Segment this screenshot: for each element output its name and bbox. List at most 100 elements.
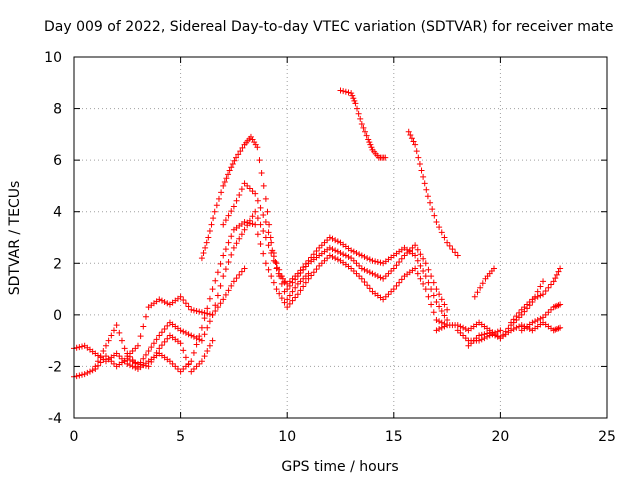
data-point (206, 318, 213, 325)
data-point (294, 280, 301, 287)
data-point (388, 268, 395, 275)
data-point (438, 296, 445, 303)
data-point (236, 191, 243, 198)
data-point (92, 366, 99, 373)
data-point (190, 349, 197, 356)
data-point (100, 347, 107, 354)
series-track-10 (465, 278, 547, 349)
data-point (324, 255, 331, 262)
data-point (433, 317, 440, 324)
data-point (557, 324, 564, 331)
data-point (126, 356, 133, 363)
series-track-13 (518, 301, 564, 334)
data-point (356, 273, 363, 280)
data-point (326, 244, 333, 251)
data-point (205, 234, 212, 241)
data-point (364, 282, 371, 289)
data-point (444, 317, 451, 324)
data-point (206, 228, 213, 235)
y-tick-label: 8 (53, 102, 62, 118)
data-point (180, 347, 187, 354)
data-point (257, 204, 264, 211)
data-point (140, 362, 147, 369)
data-point (185, 361, 192, 368)
data-point (196, 308, 203, 315)
data-point (116, 353, 123, 360)
data-point (254, 215, 261, 222)
data-point (252, 221, 259, 228)
data-point (225, 287, 232, 294)
data-point (348, 255, 355, 262)
data-point (100, 356, 107, 363)
plot-area-frame (73, 56, 608, 419)
y-tick-label: 6 (53, 153, 62, 169)
x-tick-label: 0 (70, 429, 79, 445)
data-point (164, 335, 171, 342)
data-point (246, 185, 253, 192)
data-point (76, 372, 83, 379)
data-point (113, 322, 120, 329)
data-point (142, 351, 149, 358)
data-point (161, 326, 168, 333)
data-point (351, 97, 358, 104)
data-point (206, 311, 213, 318)
data-point (497, 327, 504, 334)
data-point (265, 266, 272, 273)
data-point (412, 252, 419, 259)
data-point (214, 292, 221, 299)
data-point (345, 253, 352, 260)
series-track-12 (508, 265, 564, 326)
data-point (479, 280, 486, 287)
data-point (73, 373, 80, 380)
data-point (204, 324, 211, 331)
data-point (454, 252, 461, 259)
data-point (374, 258, 381, 265)
data-point (236, 271, 243, 278)
data-point (105, 355, 112, 362)
data-point (329, 235, 336, 242)
data-point (198, 324, 205, 331)
data-point (542, 288, 549, 295)
data-point (428, 286, 435, 293)
data-point (300, 275, 307, 282)
data-point (410, 138, 417, 145)
data-point (358, 121, 365, 128)
data-point (356, 262, 363, 269)
data-point (185, 331, 192, 338)
data-point (254, 144, 261, 151)
data-point (124, 360, 131, 367)
data-point (548, 281, 555, 288)
data-point (557, 265, 564, 272)
data-point (254, 231, 261, 238)
data-point (257, 221, 264, 228)
data-point (537, 315, 544, 322)
data-point (206, 295, 213, 302)
data-point (407, 132, 414, 139)
data-point (257, 240, 264, 247)
data-point (513, 313, 520, 320)
data-point (134, 342, 141, 349)
data-point (454, 327, 461, 334)
data-points (71, 87, 564, 380)
data-point (460, 332, 467, 339)
data-point (201, 331, 208, 338)
data-point (105, 337, 112, 344)
data-point (164, 300, 171, 307)
data-point (356, 251, 363, 258)
data-point (337, 249, 344, 256)
data-point (418, 167, 425, 174)
data-point (310, 251, 317, 258)
data-point (548, 306, 555, 313)
data-point (156, 332, 163, 339)
data-point (233, 275, 240, 282)
y-tick-label: -2 (48, 359, 62, 375)
data-point (177, 327, 184, 334)
data-point (241, 219, 248, 226)
data-point (417, 262, 424, 269)
data-point (433, 219, 440, 226)
data-point (233, 240, 240, 247)
data-point (190, 333, 197, 340)
data-point (302, 263, 309, 270)
data-point (126, 362, 133, 369)
